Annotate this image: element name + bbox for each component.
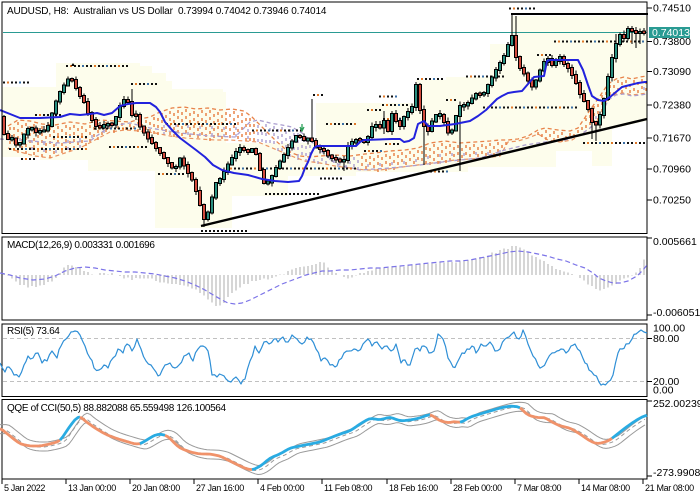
svg-text:7 Mar 08:00: 7 Mar 08:00 xyxy=(517,483,562,493)
svg-text:28 Feb 00:00: 28 Feb 00:00 xyxy=(453,483,502,493)
svg-text:0.70250: 0.70250 xyxy=(653,195,691,207)
svg-text:252.002394: 252.002394 xyxy=(653,398,700,410)
svg-text:11 Feb 08:00: 11 Feb 08:00 xyxy=(324,483,373,493)
svg-text:0.73090: 0.73090 xyxy=(653,66,691,78)
svg-text:27 Jan 16:00: 27 Jan 16:00 xyxy=(196,483,244,493)
svg-text:20.00: 20.00 xyxy=(653,376,679,388)
svg-text:-273.990811: -273.990811 xyxy=(653,467,700,479)
svg-text:0.74013: 0.74013 xyxy=(652,27,690,39)
svg-text:-0.006051: -0.006051 xyxy=(653,307,700,319)
svg-text:0.00: 0.00 xyxy=(653,385,674,397)
svg-text:20 Jan 08:00: 20 Jan 08:00 xyxy=(132,483,180,493)
svg-text:0.005661: 0.005661 xyxy=(653,236,697,248)
svg-text:5 Jan 2022: 5 Jan 2022 xyxy=(4,483,45,493)
svg-text:0.72380: 0.72380 xyxy=(653,100,691,112)
svg-text:0.73800: 0.73800 xyxy=(653,36,691,48)
svg-text:4 Feb 00:00: 4 Feb 00:00 xyxy=(260,483,305,493)
svg-text:MACD(12,26,9) 0.003331 0.00169: MACD(12,26,9) 0.003331 0.001696 xyxy=(7,240,155,251)
svg-text:100.00: 100.00 xyxy=(653,323,685,335)
svg-text:0.74510: 0.74510 xyxy=(653,3,691,15)
svg-text:QQE of CCI(50,5) 88.882088 65.: QQE of CCI(50,5) 88.882088 65.559498 126… xyxy=(7,403,227,414)
svg-text:14 Mar 08:00: 14 Mar 08:00 xyxy=(581,483,630,493)
svg-text:0.71670: 0.71670 xyxy=(653,133,691,145)
svg-text:RSI(5) 73.64: RSI(5) 73.64 xyxy=(7,326,60,337)
svg-text:21 Mar 08:00: 21 Mar 08:00 xyxy=(645,483,694,493)
svg-text:80.00: 80.00 xyxy=(653,333,679,345)
svg-text:AUDUSD, H8: Australian vs US: AUDUSD, H8: Australian vs US Dollar 0.73… xyxy=(7,6,327,17)
svg-text:18 Feb 16:00: 18 Feb 16:00 xyxy=(389,483,438,493)
svg-text:13 Jan 00:00: 13 Jan 00:00 xyxy=(68,483,116,493)
svg-text:0.70960: 0.70960 xyxy=(653,164,691,176)
